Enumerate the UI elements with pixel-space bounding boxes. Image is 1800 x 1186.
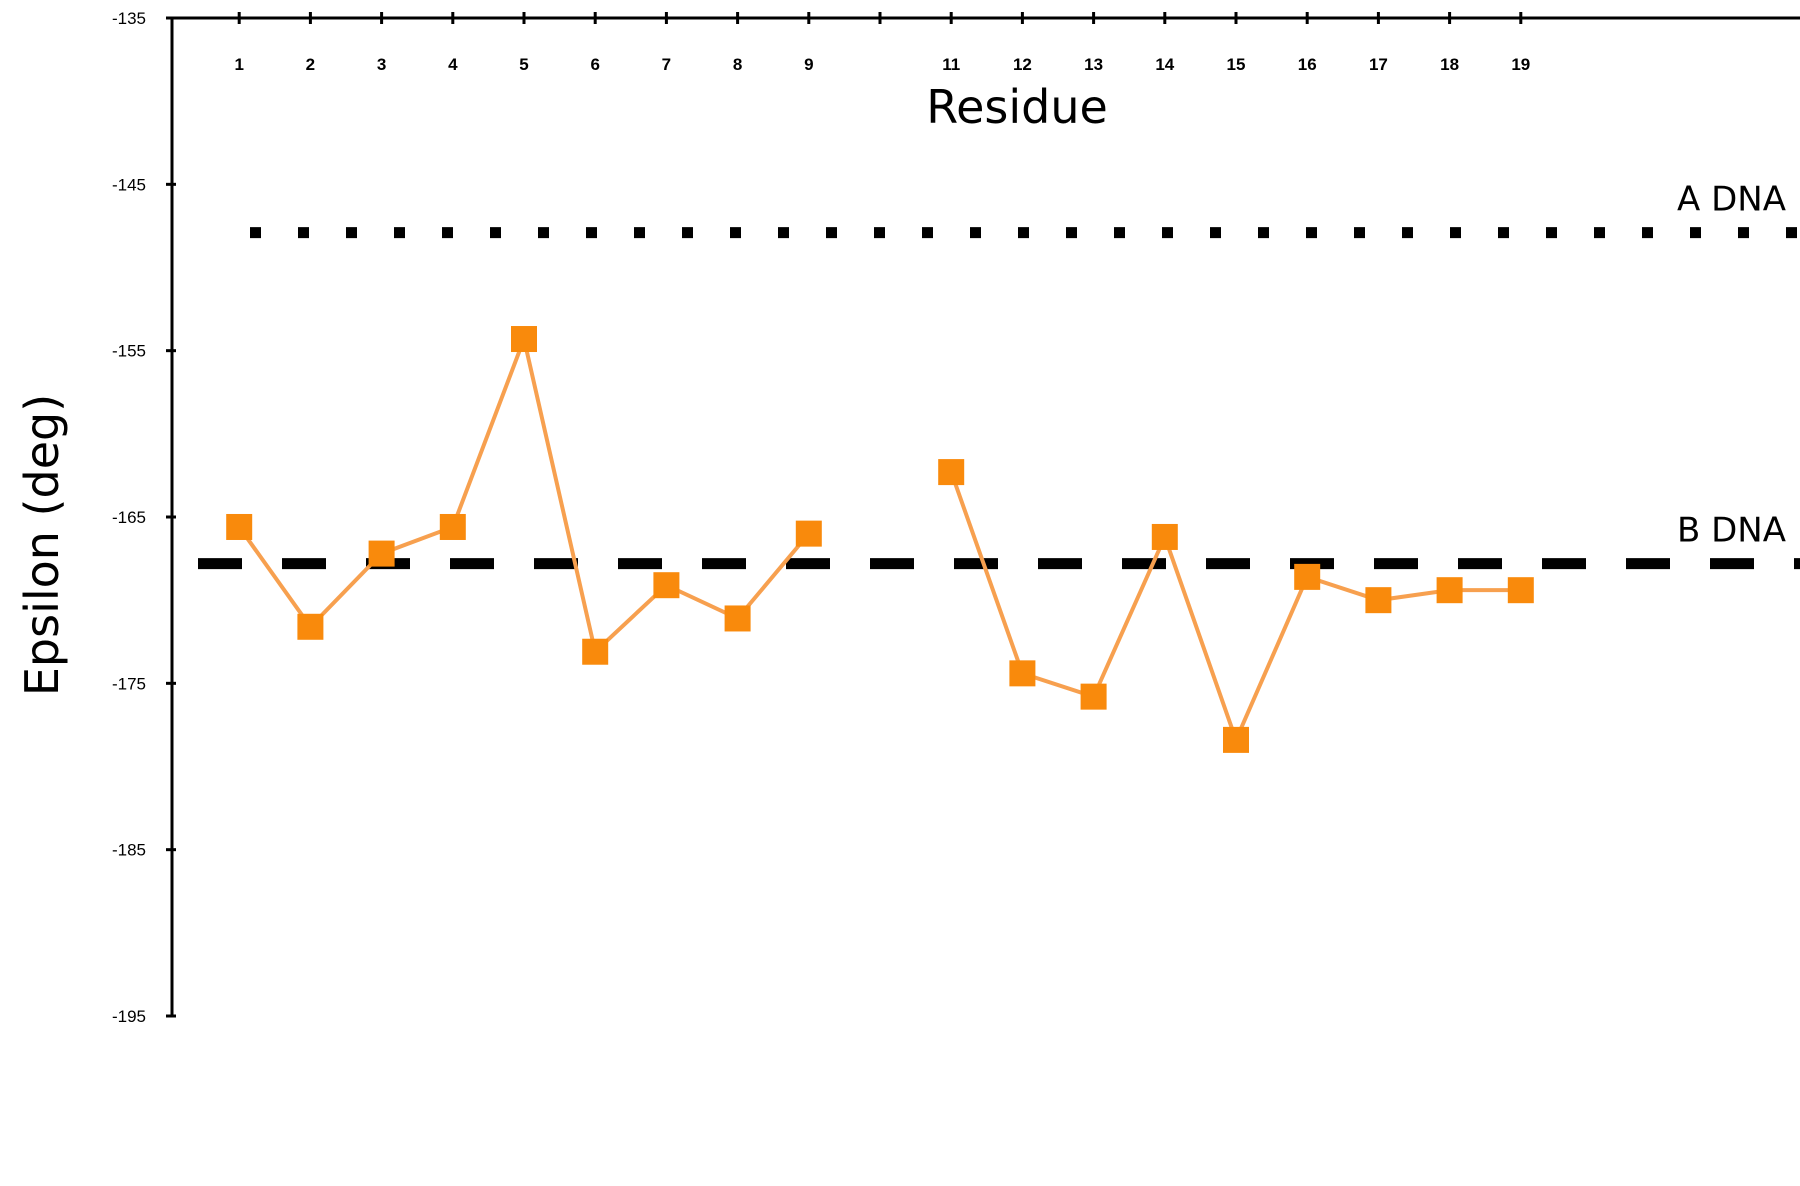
data-point-marker	[1080, 683, 1107, 710]
series-line	[949, 471, 1521, 746]
data-point-marker	[1223, 726, 1249, 753]
x-tick-label: 3	[377, 55, 386, 74]
y-tick-label: -135	[112, 9, 146, 28]
x-tick-label: 8	[733, 55, 742, 74]
data-point-marker	[511, 326, 537, 353]
x-tick-label: 1	[234, 55, 243, 74]
x-tick-label: 18	[1440, 55, 1459, 74]
y-tick-label: -185	[112, 841, 146, 860]
series-layer	[226, 326, 1534, 753]
x-tick-label: 17	[1369, 55, 1388, 74]
y-tick-label: -155	[112, 342, 146, 361]
x-tick-label: 11	[942, 55, 960, 74]
data-point-marker	[724, 605, 751, 632]
x-tick-label: 5	[519, 55, 528, 74]
data-point-marker	[1294, 563, 1321, 590]
data-point-marker	[1507, 577, 1534, 604]
data-point-marker	[297, 613, 324, 640]
data-point-marker	[1436, 577, 1463, 604]
data-point-marker	[795, 520, 822, 547]
data-point-marker	[1009, 660, 1036, 687]
data-point-marker	[1365, 587, 1392, 614]
y-axis-title: Epsilon (deg)	[15, 394, 69, 696]
x-tick-label: 6	[590, 55, 599, 74]
data-point-marker	[1151, 523, 1178, 550]
data-point-marker	[938, 459, 965, 486]
x-tick-label: 15	[1227, 55, 1246, 74]
x-tick-label: 19	[1511, 55, 1530, 74]
series-line	[237, 332, 811, 656]
reference-line-group: B DNA	[198, 511, 1800, 570]
data-point-marker	[368, 540, 395, 567]
data-point-marker	[653, 572, 680, 599]
x-tick-label: 2	[306, 55, 315, 74]
x-tick-label: 13	[1084, 55, 1103, 74]
reference-line-group: A DNA	[250, 180, 1800, 239]
y-axis: -135 -145 -155 -165 -175 -185 -195	[112, 9, 176, 1026]
x-tick-label: 14	[1155, 55, 1174, 74]
data-point-marker	[582, 638, 609, 665]
reference-line-label: B DNA	[1677, 511, 1786, 551]
y-tick-label: -195	[112, 1007, 146, 1026]
x-axis-title: Residue	[926, 80, 1108, 134]
y-tick-label: -145	[112, 175, 146, 194]
x-tick-label: 16	[1298, 55, 1317, 74]
reference-line-label: A DNA	[1677, 180, 1786, 220]
reference-lines: A DNA B DNA	[198, 180, 1800, 570]
x-tick-label: 9	[804, 55, 813, 74]
data-point-marker	[439, 513, 466, 540]
x-tick-label: 7	[662, 55, 671, 74]
x-tick-label: 4	[448, 55, 458, 74]
x-tick-label: 12	[1013, 55, 1032, 74]
y-tick-label: -175	[112, 674, 146, 693]
data-point-marker	[226, 513, 253, 540]
x-axis: 1 2 3 4 5 6 7 8 9 11 12 13 14 15 16 17 18 19	[172, 12, 1800, 74]
y-tick-label: -165	[112, 508, 146, 527]
